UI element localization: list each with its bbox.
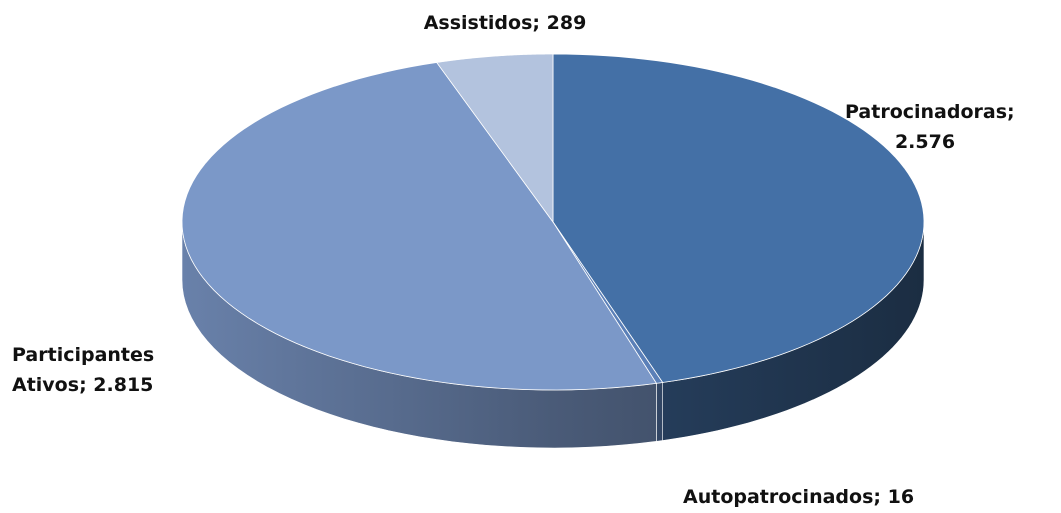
pie-slice [181, 62, 658, 391]
label-separator: ; [532, 12, 540, 34]
pie-slice [436, 53, 554, 224]
label-value: 289 [546, 12, 587, 34]
pie-slice [552, 221, 664, 384]
label-value: 2.815 [93, 374, 154, 396]
data-label: Participantes Ativos; 2.815 [12, 340, 187, 400]
label-value: 16 [887, 486, 915, 508]
data-label: Autopatrocinados; 16 [683, 482, 1013, 512]
label-category: Autopatrocinados [683, 486, 874, 508]
label-category: Patrocinadoras [845, 101, 1008, 123]
label-category: Participantes Ativos [12, 344, 155, 396]
label-separator: ; [873, 486, 881, 508]
data-label: Assistidos; 289 [390, 8, 620, 38]
label-separator: ; [1007, 101, 1015, 123]
data-label: Patrocinadoras; 2.576 [845, 97, 1015, 157]
label-value: 2.576 [894, 131, 956, 153]
pie-slice [552, 53, 925, 383]
pie-side [656, 382, 663, 442]
label-separator: ; [79, 374, 87, 396]
label-category: Assistidos [423, 12, 533, 34]
